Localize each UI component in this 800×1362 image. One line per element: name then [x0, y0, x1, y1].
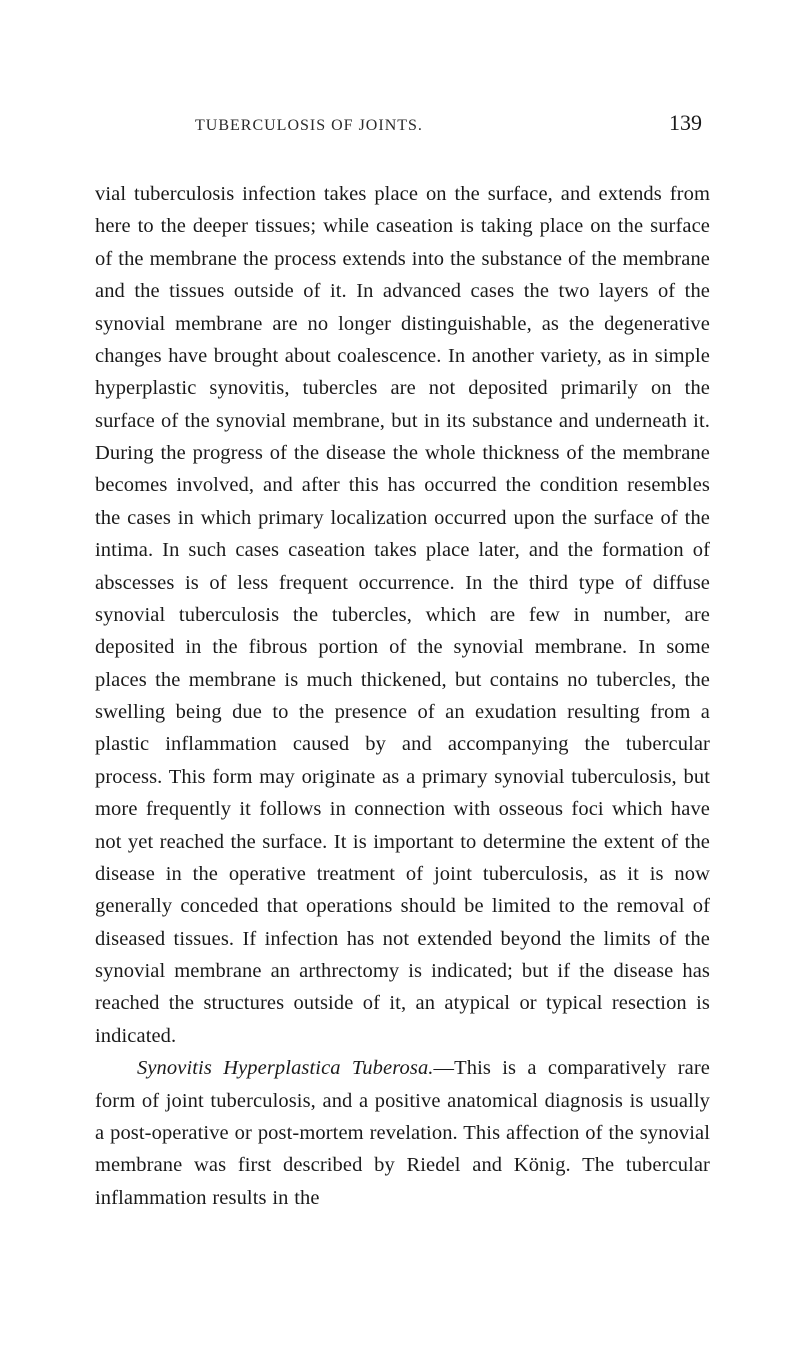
paragraph-1: vial tuberculosis infection takes place …	[95, 183, 710, 1047]
page-container: TUBERCULOSIS OF JOINTS. 139 vial tubercu…	[0, 0, 800, 1294]
body-text: vial tuberculosis infection takes place …	[95, 178, 710, 1214]
paragraph-2-italic: Synovitis Hyperplastica Tuberosa.	[137, 1057, 434, 1079]
paragraph-2-rest: —This is a comparatively rare form of jo…	[95, 1057, 710, 1209]
page-number: 139	[669, 110, 702, 136]
page-header: TUBERCULOSIS OF JOINTS. 139	[95, 110, 710, 136]
running-title: TUBERCULOSIS OF JOINTS.	[195, 117, 423, 135]
